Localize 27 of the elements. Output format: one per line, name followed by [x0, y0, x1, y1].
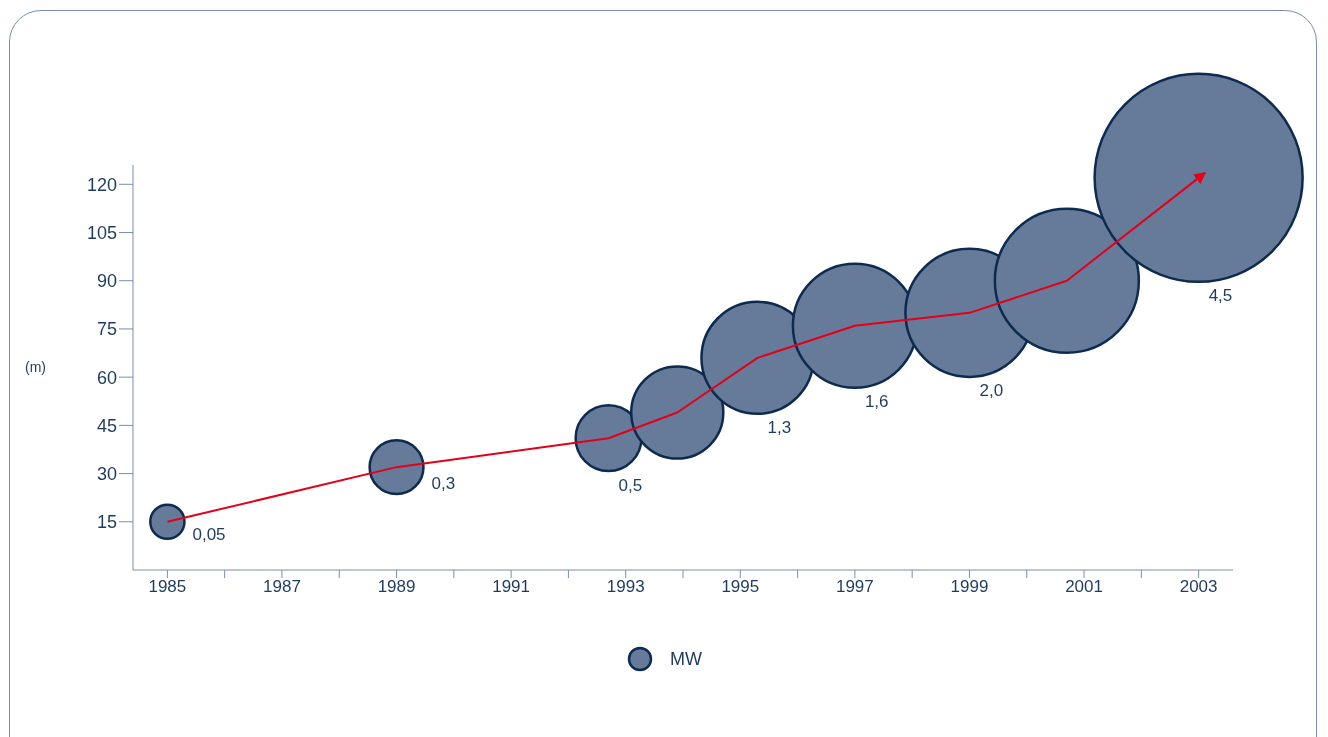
y-tick-label: 90 [96, 271, 117, 292]
y-tick-label: 105 [86, 222, 117, 243]
y-tick-label: 45 [96, 415, 117, 436]
x-tick-label: 1995 [721, 577, 760, 597]
legend-label: MW [670, 648, 702, 670]
y-tick-label: 60 [96, 367, 117, 388]
x-tick-label: 2001 [1065, 577, 1103, 597]
annotation: 0,05 [192, 525, 226, 545]
x-tick-label: 1991 [492, 577, 531, 597]
x-tick-label: 1985 [148, 577, 187, 597]
y-tick-label: 120 [86, 174, 117, 195]
annotation: 1,3 [767, 418, 792, 438]
x-tick-label: 1997 [835, 577, 874, 597]
x-tick-label: 1993 [606, 577, 645, 597]
annotation: 4,5 [1208, 286, 1233, 306]
y-tick-label: 15 [96, 512, 117, 533]
annotation: 0,3 [431, 474, 456, 494]
annotation: 1,6 [864, 392, 889, 412]
y-axis-title: (m) [25, 359, 46, 376]
y-tick-label: 75 [96, 319, 117, 340]
x-tick-label: 2003 [1179, 577, 1218, 597]
x-tick-label: 1987 [263, 577, 301, 597]
annotation: 0,5 [618, 475, 643, 495]
annotation: 2,0 [979, 381, 1004, 401]
y-tick-label: 30 [96, 463, 117, 484]
x-tick-label: 1999 [950, 577, 989, 597]
x-tick-label: 1989 [377, 577, 416, 597]
